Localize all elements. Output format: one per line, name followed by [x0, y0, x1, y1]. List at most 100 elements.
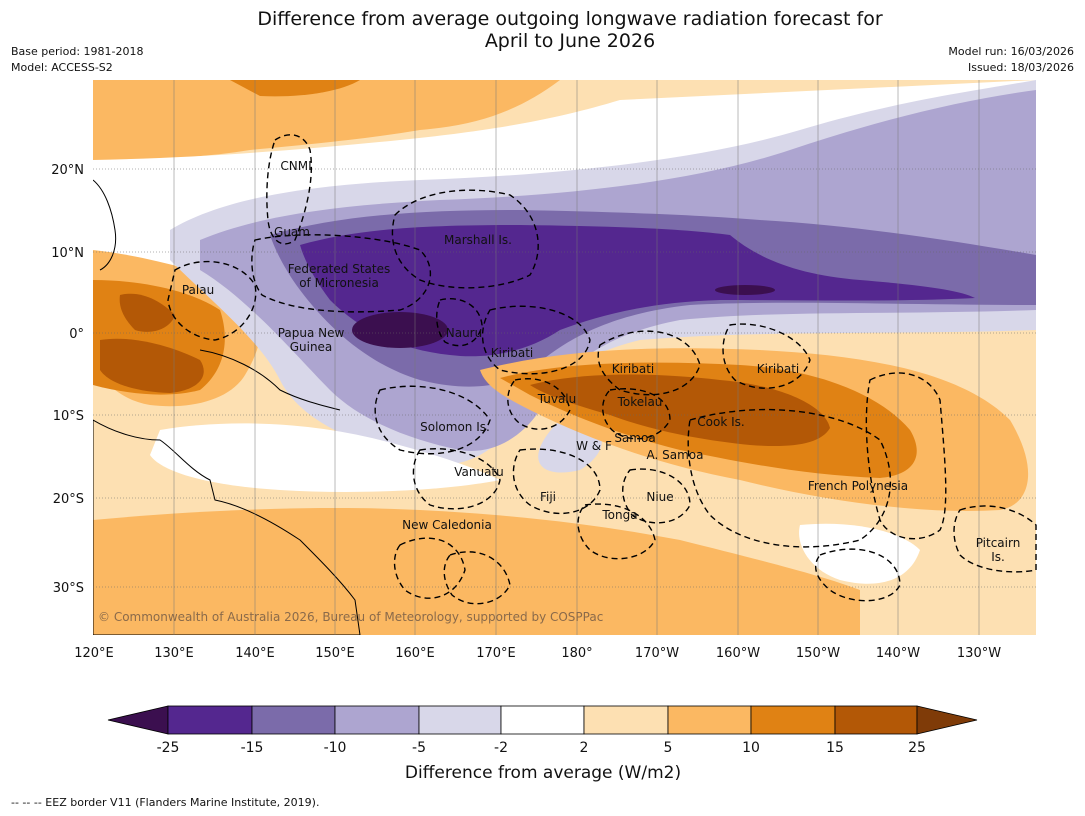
anomaly-below-minus25-east: [715, 285, 775, 295]
label-pitcairn-line1: Pitcairn: [976, 536, 1021, 550]
anomaly-south-5to10: [93, 508, 860, 635]
colorbar-tick: -15: [241, 740, 264, 756]
colorbar-tick: -10: [324, 740, 347, 756]
label-niue: Niue: [646, 490, 673, 504]
label-nauru: Nauru: [446, 326, 482, 340]
colorbar-bin-5: [500, 705, 585, 735]
place-labels: CNMI Guam Marshall Is. Federated States …: [182, 159, 1020, 564]
label-kiribati-west: Kiribati: [491, 346, 533, 360]
label-french-polynesia: French Polynesia: [808, 479, 908, 493]
label-solomon-islands: Solomon Is.: [420, 420, 490, 434]
label-kiribati-east: Kiribati: [757, 362, 799, 376]
label-vanuatu: Vanuatu: [454, 465, 504, 479]
lat-label-30s: 30°S: [53, 581, 84, 596]
label-kiribati-central: Kiribati: [612, 362, 654, 376]
lon-label-180: 180°: [561, 646, 592, 661]
lat-label-20n: 20°N: [51, 163, 84, 178]
lon-label-120e: 120°E: [74, 646, 114, 661]
label-palau: Palau: [182, 283, 214, 297]
label-wallis-futuna: W & F: [576, 439, 612, 453]
label-samoa: Samoa: [614, 431, 655, 445]
label-tuvalu: Tuvalu: [537, 392, 577, 406]
colorbar-bin-1: [167, 705, 253, 735]
meta-left: Base period: 1981-2018 Model: ACCESS-S2: [11, 44, 143, 76]
lon-label-150w: 150°W: [796, 646, 840, 661]
colorbar-tick: -5: [412, 740, 426, 756]
philippines-outline: [93, 179, 117, 271]
issued-date: Issued: 18/03/2026: [967, 61, 1074, 74]
meta-right: Model run: 16/03/2026 Issued: 18/03/2026: [948, 44, 1074, 76]
anomaly-minus15to25: [300, 225, 975, 357]
lon-label-160w: 160°W: [716, 646, 760, 661]
model-run: Model run: 16/03/2026: [948, 45, 1074, 58]
lat-axis: 20°N 10°N 0° 10°S 20°S 30°S: [51, 163, 84, 596]
lon-axis: 120°E 130°E 140°E 150°E 160°E 170°E 180°…: [74, 646, 1001, 661]
title-line-1: Difference from average outgoing longwav…: [257, 8, 883, 30]
colorbar: -25 -15 -10 -5 -2 2 5 10 15 25 Differenc…: [107, 705, 978, 783]
colorbar-bin-8: [750, 705, 836, 735]
colorbar-bin-9: [834, 705, 918, 735]
base-period: Base period: 1981-2018: [11, 45, 144, 58]
png-outline: [199, 349, 341, 411]
colorbar-label: Difference from average (W/m2): [405, 763, 681, 783]
eez-borders: [167, 134, 1037, 605]
lat-label-20s: 20°S: [53, 492, 84, 507]
colorbar-bin-3: [334, 705, 420, 735]
colorbar-tick: 2: [580, 740, 589, 756]
label-tokelau: Tokelau: [617, 395, 663, 409]
label-guam: Guam: [274, 225, 310, 239]
label-american-samoa: A. Samoa: [647, 448, 704, 462]
anomaly-palau-15to25-b: [119, 293, 175, 332]
label-png-line2: Guinea: [290, 340, 333, 354]
colorbar-bin-4: [418, 705, 502, 735]
lon-label-150e: 150°E: [315, 646, 355, 661]
label-fiji: Fiji: [540, 490, 556, 504]
colorbar-tick: 15: [826, 740, 844, 756]
anomaly-north-5to10: [93, 80, 560, 160]
colorbar-tick: 10: [742, 740, 760, 756]
label-tonga: Tonga: [601, 508, 637, 522]
eez-legend-note: -- -- -- EEZ border V11 (Flanders Marine…: [11, 796, 320, 809]
label-cook-islands: Cook Is.: [697, 415, 744, 429]
map-area: [93, 80, 1036, 635]
lon-label-160e: 160°E: [395, 646, 435, 661]
colorbar-tick: -2: [494, 740, 508, 756]
lon-label-130e: 130°E: [154, 646, 194, 661]
lat-label-10s: 10°S: [53, 409, 84, 424]
lat-label-10n: 10°N: [51, 246, 84, 261]
colorbar-max-extend: [916, 705, 978, 735]
anomaly-east-15to25: [530, 374, 830, 447]
label-fsm-line2: of Micronesia: [299, 276, 379, 290]
colorbar-tick: -25: [157, 740, 180, 756]
lon-label-170w: 170°W: [635, 646, 679, 661]
colorbar-tick: 25: [908, 740, 926, 756]
anomaly-palau-15to25: [100, 338, 204, 393]
lat-label-0: 0°: [69, 327, 84, 342]
lon-label-130w: 130°W: [957, 646, 1001, 661]
anomaly-white-southeast: [799, 523, 920, 584]
anomaly-north-10to15: [230, 80, 360, 97]
anomaly-below-minus25: [352, 312, 448, 348]
model-name: Model: ACCESS-S2: [11, 61, 113, 74]
chart-title: Difference from average outgoing longwav…: [0, 8, 1085, 52]
lon-label-140w: 140°W: [876, 646, 920, 661]
label-png-line1: Papua New: [278, 326, 345, 340]
label-new-caledonia: New Caledonia: [402, 518, 492, 532]
australia-outline: [93, 419, 361, 635]
colorbar-tick: 5: [664, 740, 673, 756]
lon-label-140e: 140°E: [235, 646, 275, 661]
label-pitcairn-line2: Is.: [991, 550, 1005, 564]
lon-label-170e: 170°E: [476, 646, 516, 661]
label-fsm-line1: Federated States: [288, 262, 390, 276]
colorbar-bin-7: [667, 705, 752, 735]
meridians: [173, 80, 980, 635]
colorbar-min-extend: [107, 705, 169, 735]
colorbar-bin-6: [583, 705, 669, 735]
copyright-notice: © Commonwealth of Australia 2026, Bureau…: [98, 610, 603, 624]
label-cnmi: CNMI: [280, 159, 311, 173]
anomaly-white-south: [150, 423, 500, 492]
colorbar-bin-2: [251, 705, 336, 735]
title-line-2: April to June 2026: [484, 30, 656, 52]
grid: [93, 168, 1036, 588]
